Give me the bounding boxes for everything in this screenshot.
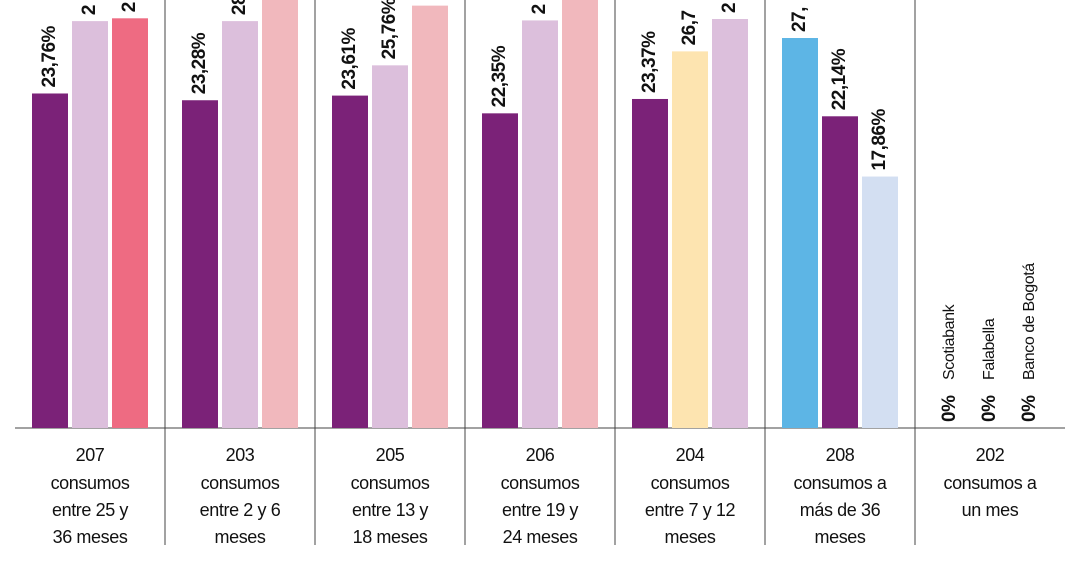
group-label: 36 meses xyxy=(53,527,128,547)
bar xyxy=(822,116,858,428)
value-label: 2 xyxy=(719,3,740,13)
value-label: 17,86% xyxy=(869,109,890,171)
bar xyxy=(112,18,148,428)
bar xyxy=(372,65,408,428)
value-label: 27, xyxy=(789,7,810,32)
group-label: consumos a xyxy=(943,473,1037,493)
bar xyxy=(72,21,108,429)
value-label: 23,37% xyxy=(639,31,660,93)
bar xyxy=(332,95,368,428)
value-label: 25,76% xyxy=(379,0,400,59)
bar xyxy=(672,51,708,429)
legend-label: Banco de Bogotá xyxy=(1021,263,1038,380)
group-code: 205 xyxy=(376,445,405,465)
value-label: 28 xyxy=(229,0,250,15)
bar xyxy=(782,38,818,429)
group-label: consumos xyxy=(651,473,730,493)
group-code: 202 xyxy=(976,445,1005,465)
group-label: un mes xyxy=(962,500,1019,520)
group-label: consumos a xyxy=(793,473,887,493)
bar xyxy=(482,113,518,429)
bar xyxy=(632,98,668,428)
group-label: meses xyxy=(214,527,265,547)
group-label: entre 2 y 6 xyxy=(200,500,281,520)
value-label: 22,35% xyxy=(489,45,510,107)
value-label: 23,61% xyxy=(339,28,360,90)
bar xyxy=(412,5,448,428)
value-label: 0% xyxy=(979,395,1000,422)
value-label: 0% xyxy=(1019,395,1040,422)
group-code: 204 xyxy=(676,445,705,465)
bar xyxy=(712,19,748,428)
group-label: consumos xyxy=(501,473,580,493)
bar xyxy=(222,21,258,429)
group-label: entre 25 y xyxy=(52,500,128,520)
value-label: 2 xyxy=(79,5,100,15)
bar xyxy=(32,93,68,429)
group-label: entre 13 y xyxy=(352,500,428,520)
group-label: consumos xyxy=(201,473,280,493)
group-label: más de 36 xyxy=(800,500,881,520)
group-label: 18 meses xyxy=(353,527,428,547)
group-code: 203 xyxy=(226,445,255,465)
group-code: 207 xyxy=(76,445,105,465)
group-label: meses xyxy=(664,527,715,547)
group-label: consumos xyxy=(351,473,430,493)
group-label: 24 meses xyxy=(503,527,578,547)
bar xyxy=(182,100,218,429)
value-label: 23,28% xyxy=(189,32,210,94)
group-code: 208 xyxy=(826,445,855,465)
bar xyxy=(862,176,898,428)
group-label: consumos xyxy=(51,473,130,493)
group-label: meses xyxy=(814,527,865,547)
value-label: 2 xyxy=(119,2,140,12)
value-label: 22,14% xyxy=(829,48,850,110)
legend-label: Scotiabank xyxy=(941,303,958,380)
group-label: entre 19 y xyxy=(502,500,578,520)
value-label: 0% xyxy=(939,395,960,422)
bar xyxy=(522,20,558,428)
legend-label: Falabella xyxy=(981,318,998,380)
value-label: 2 xyxy=(529,4,550,14)
group-label: entre 7 y 12 xyxy=(645,500,736,520)
group-code: 206 xyxy=(526,445,555,465)
value-label: 23,76% xyxy=(39,25,60,87)
bar xyxy=(562,0,598,428)
bar xyxy=(262,0,298,428)
value-label: 26,7 xyxy=(679,10,700,45)
